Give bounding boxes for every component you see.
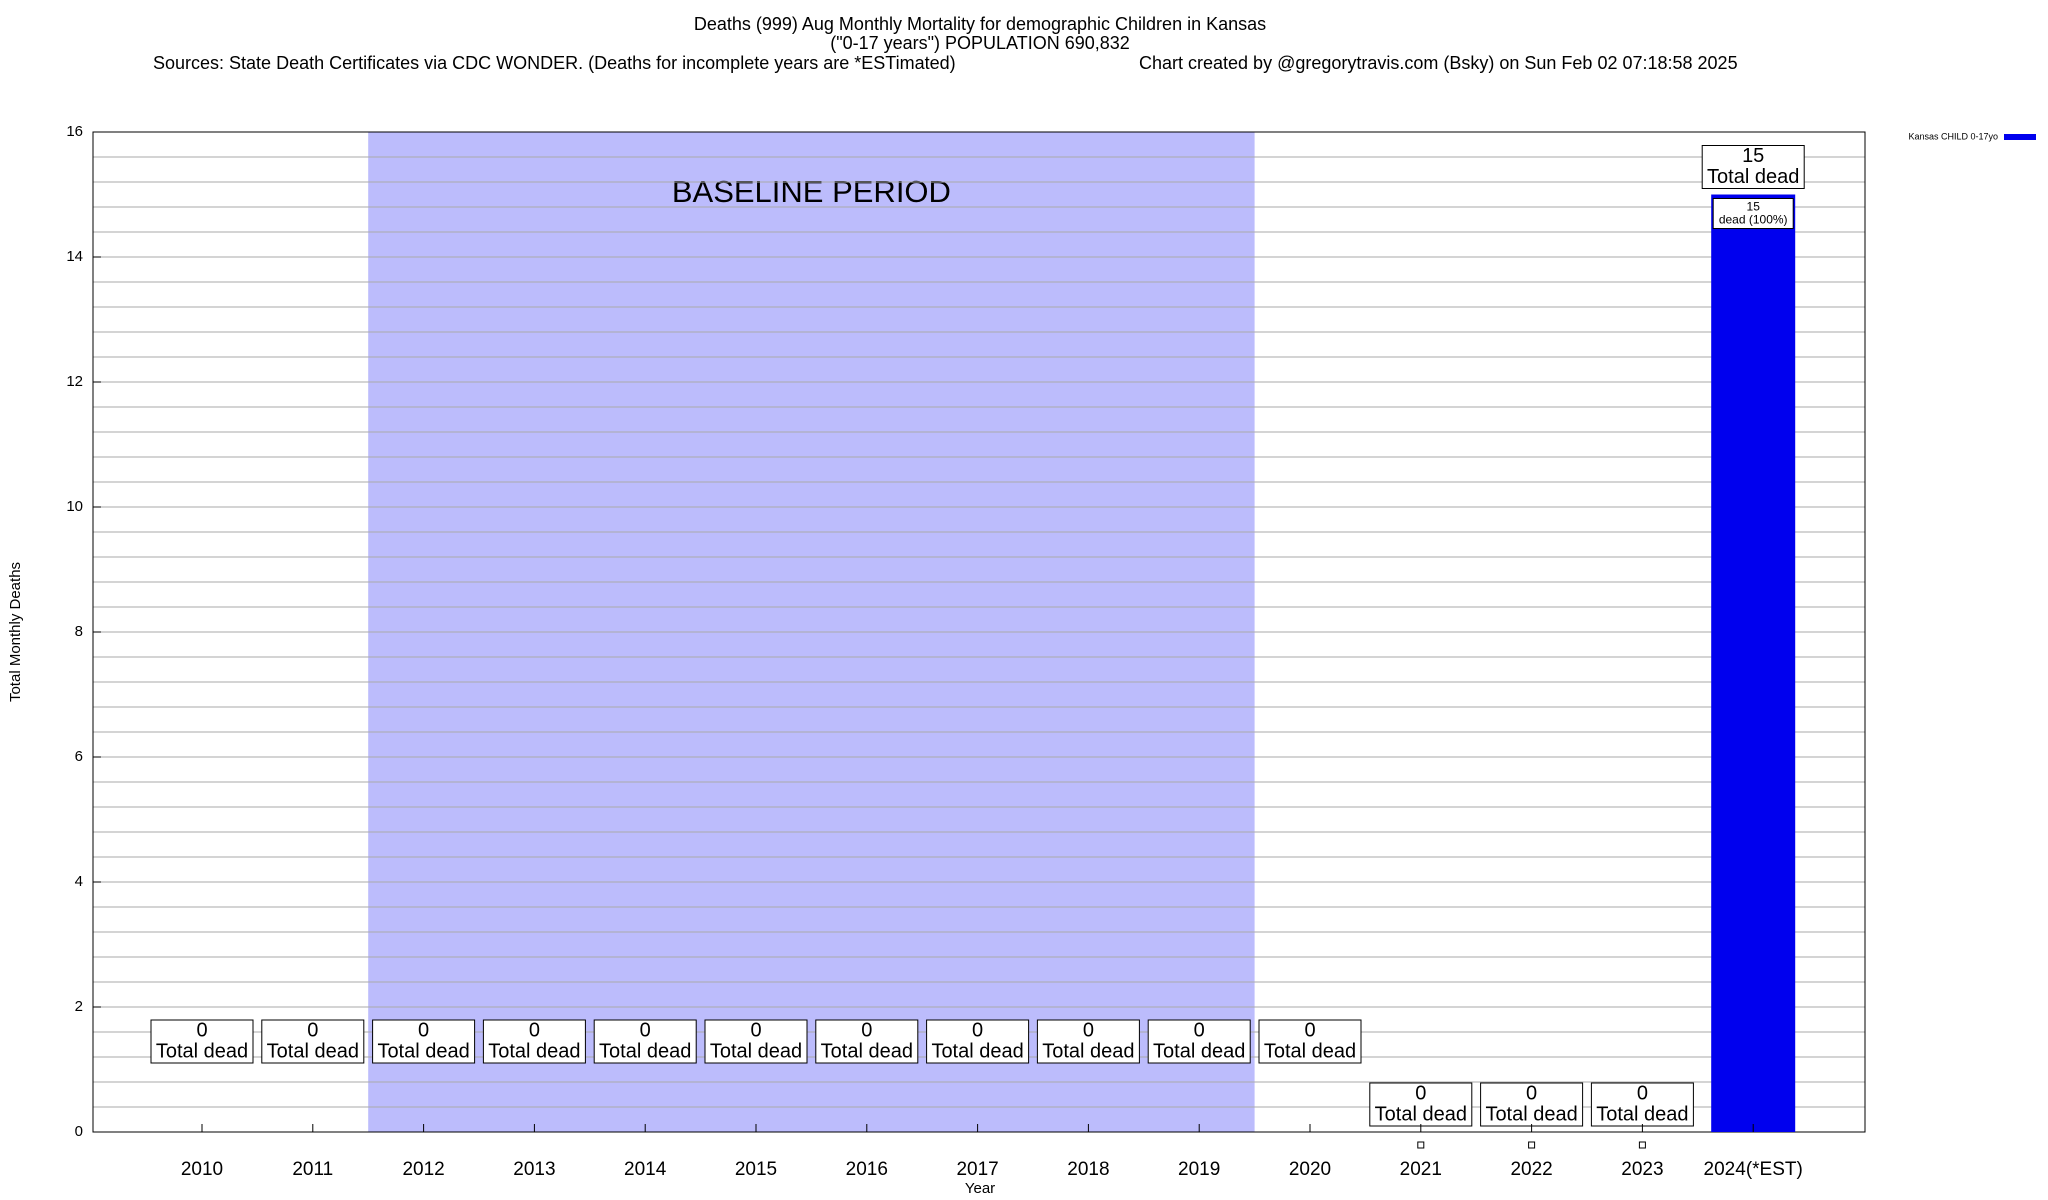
total-label-value: 15 [1742, 145, 1764, 167]
y-tick-label: 16 [66, 123, 83, 140]
total-label-text: Total dead [599, 1040, 691, 1062]
chart-title: Deaths (999) Aug Monthly Mortality for d… [694, 14, 1266, 34]
total-label-box [704, 1019, 808, 1064]
total-label-box [372, 1019, 476, 1064]
x-tick-label: 2014 [624, 1159, 667, 1180]
total-label-text: Total dead [931, 1040, 1023, 1062]
point-marker [1417, 1141, 1425, 1149]
x-tick-label: 2015 [735, 1159, 777, 1180]
segment-label-box [1712, 198, 1794, 229]
total-label-text: Total dead [1596, 1103, 1688, 1125]
credit: Chart created by @gregorytravis.com (Bsk… [1139, 53, 1738, 73]
total-label-box [482, 1019, 586, 1064]
x-tick-label: 2013 [513, 1159, 555, 1180]
y-tick-label: 12 [66, 373, 83, 390]
total-label-value: 0 [1194, 1019, 1205, 1041]
total-label-value: 0 [861, 1019, 872, 1041]
segment-label-value: 15 [1747, 200, 1761, 214]
total-label-value: 0 [1415, 1082, 1426, 1104]
total-label-box [261, 1019, 365, 1064]
total-label-value: 0 [307, 1019, 318, 1041]
x-tick-label: 2021 [1400, 1159, 1442, 1180]
y-axis-label: Total Monthly Deaths [7, 562, 24, 702]
total-label-text: Total dead [1375, 1103, 1467, 1125]
total-label-value: 0 [418, 1019, 429, 1041]
y-tick-label: 0 [75, 1123, 83, 1140]
total-label-text: Total dead [710, 1040, 802, 1062]
x-tick-label: 2017 [956, 1159, 998, 1180]
x-tick-label: 2023 [1621, 1159, 1663, 1180]
total-label-value: 0 [196, 1019, 207, 1041]
total-label-text: Total dead [1153, 1040, 1245, 1062]
y-tick-label: 6 [75, 748, 83, 765]
sources: Sources: State Death Certificates via CD… [153, 53, 956, 73]
legend-swatch [2004, 134, 2036, 140]
point-marker [1528, 1141, 1536, 1149]
segment-label-text: dead (100%) [1719, 213, 1788, 227]
total-label-text: Total dead [1485, 1103, 1577, 1125]
y-tick-label: 4 [75, 873, 83, 890]
y-tick-label: 14 [66, 248, 83, 265]
x-tick-label: 2020 [1289, 1159, 1331, 1180]
total-label-value: 0 [1304, 1019, 1315, 1041]
total-label-value: 0 [529, 1019, 540, 1041]
plot-frame [92, 131, 1866, 1133]
x-tick-label: 2018 [1067, 1159, 1109, 1180]
total-label-text: Total dead [377, 1040, 469, 1062]
total-label-value: 0 [1083, 1019, 1094, 1041]
bar [1711, 194, 1796, 1132]
x-tick-label: 2010 [181, 1159, 223, 1180]
total-label-box [1258, 1019, 1362, 1064]
baseline-label: BASELINE PERIOD [672, 174, 951, 209]
total-label-text: Total dead [1042, 1040, 1134, 1062]
total-label-value: 0 [972, 1019, 983, 1041]
legend-label: Kansas CHILD 0-17yo [1908, 131, 1998, 141]
total-label-value: 0 [750, 1019, 761, 1041]
total-label-box [1147, 1019, 1251, 1064]
total-label-box [150, 1019, 254, 1064]
total-label-box [1369, 1082, 1473, 1127]
total-label-box [926, 1019, 1030, 1064]
x-tick-label: 2011 [292, 1159, 333, 1180]
total-label-text: Total dead [156, 1040, 248, 1062]
x-axis-label: Year [965, 1180, 995, 1197]
total-label-text: Total dead [267, 1040, 359, 1062]
y-tick-label: 2 [75, 998, 83, 1015]
x-tick-label: 2012 [402, 1159, 444, 1180]
total-label-text: Total dead [1264, 1040, 1356, 1062]
total-label-box [815, 1019, 919, 1064]
total-label-box [1590, 1082, 1694, 1127]
chart-subtitle: ("0-17 years") POPULATION 690,832 [830, 33, 1130, 53]
total-label-box [593, 1019, 697, 1064]
total-label-text: Total dead [488, 1040, 580, 1062]
total-label-text: Total dead [821, 1040, 913, 1062]
total-label-box [1036, 1019, 1140, 1064]
x-tick-label: 2024(*EST) [1704, 1159, 1803, 1180]
total-label-value: 0 [640, 1019, 651, 1041]
point-marker [1638, 1141, 1646, 1149]
x-tick-label: 2019 [1178, 1159, 1220, 1180]
total-label-box [1701, 145, 1805, 189]
y-tick-label: 10 [66, 498, 83, 515]
y-tick-label: 8 [75, 623, 83, 640]
total-label-value: 0 [1637, 1082, 1648, 1104]
total-label-value: 0 [1526, 1082, 1537, 1104]
total-label-text: Total dead [1707, 166, 1799, 188]
x-tick-label: 2016 [846, 1159, 888, 1180]
x-tick-label: 2022 [1510, 1159, 1552, 1180]
